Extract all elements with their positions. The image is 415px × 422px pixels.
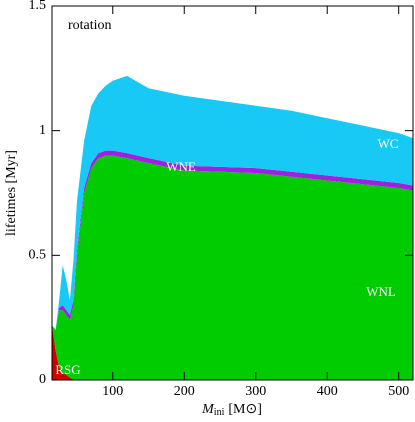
axes <box>51 5 414 381</box>
y-tick-label: 0 <box>39 372 46 387</box>
x-label-unit: [M⊙] <box>228 402 262 417</box>
annotation: rotation <box>68 18 112 33</box>
series-label: RSG <box>55 362 80 377</box>
x-tick-label: 100 <box>102 384 123 399</box>
x-label-sub: ini <box>214 407 225 418</box>
x-tick-label: 400 <box>317 384 338 399</box>
x-tick-label: 500 <box>388 384 409 399</box>
x-tick-label: 300 <box>245 384 266 399</box>
y-tick-label: 1 <box>39 123 46 138</box>
plot-frame <box>51 5 414 381</box>
series-label: WNE <box>166 159 196 174</box>
areas <box>52 75 413 380</box>
y-axis-label: lifetimes [Myr] <box>4 150 19 236</box>
x-tick-label: 200 <box>174 384 195 399</box>
x-label-symbol: M <box>201 402 215 417</box>
area <box>52 155 413 380</box>
y-tick-label: 1.5 <box>29 0 47 13</box>
y-tick-label: 0.5 <box>29 248 47 263</box>
area <box>52 75 413 331</box>
series-label: WC <box>378 136 399 151</box>
x-axis-label: Mini [M⊙] <box>201 402 262 418</box>
series-label: WNL <box>366 284 396 299</box>
